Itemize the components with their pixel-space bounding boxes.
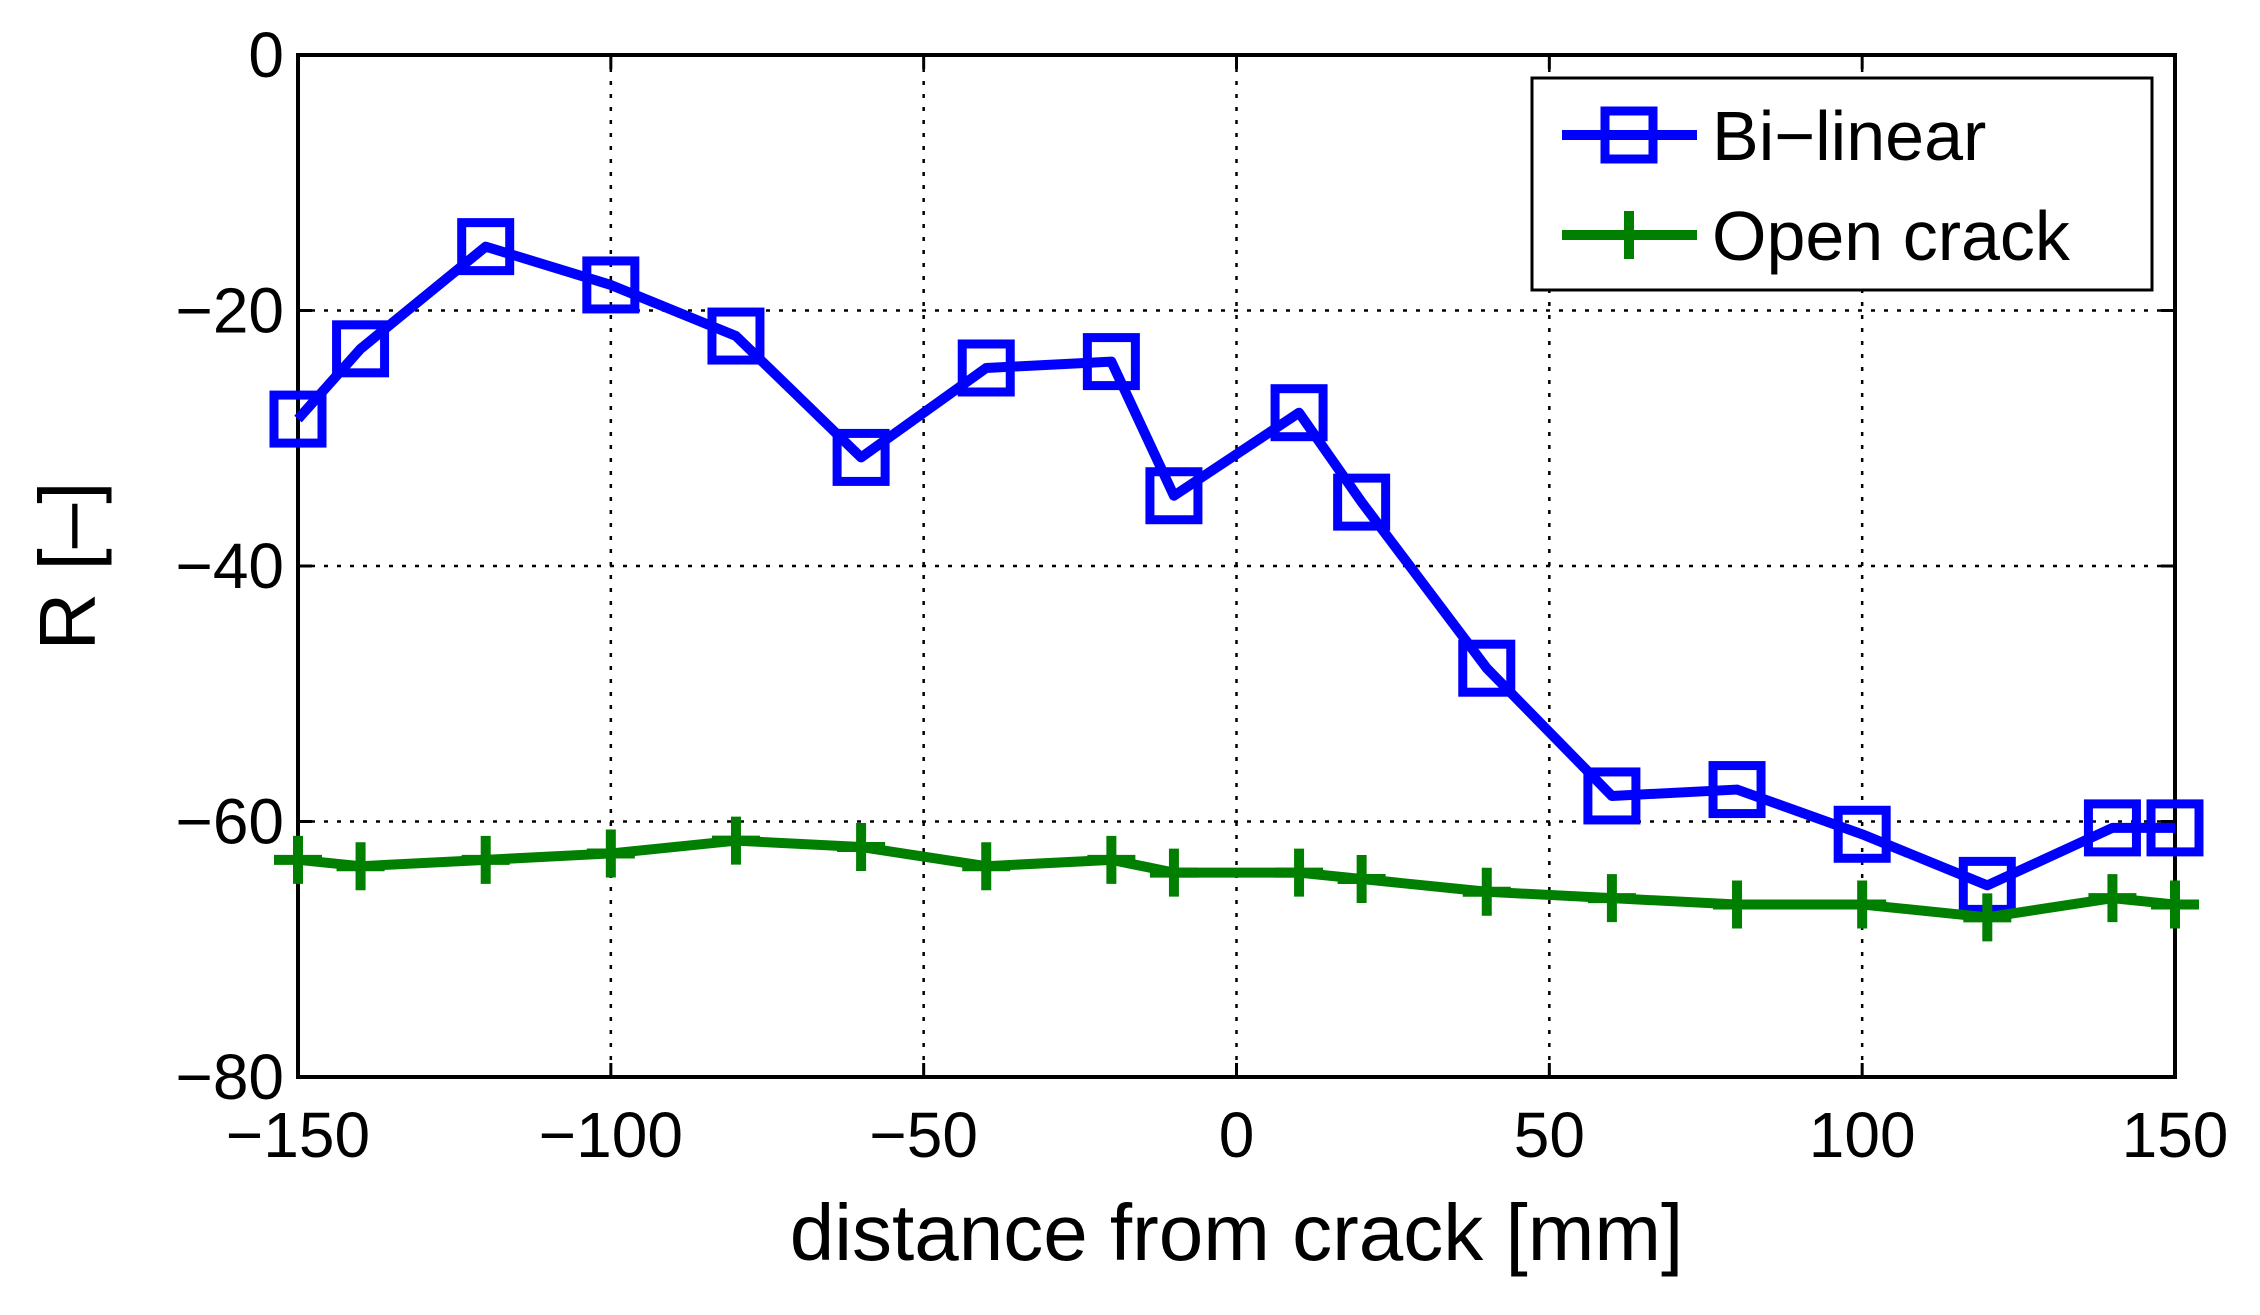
y-axis-label: R [–] (23, 482, 112, 651)
x-tick-label: 150 (2122, 1099, 2229, 1171)
data-point-bi-linear (1458, 639, 1516, 697)
series-bi-linear (269, 218, 2204, 914)
x-axis-label: distance from crack [mm] (790, 1188, 1684, 1277)
series-open-crack (274, 816, 2199, 942)
data-point-open-crack (1587, 874, 1636, 923)
data-point-bi-linear (1708, 761, 1766, 819)
data-point-open-crack (1963, 893, 2012, 942)
data-series (269, 218, 2204, 942)
x-tick-label: −50 (869, 1099, 978, 1171)
data-point-open-crack (274, 835, 322, 884)
axis-ticks: −150 −100 −50 0 50 100 150 −80 −60 −40 −20 0 (175, 19, 2228, 1171)
data-point-open-crack (1149, 848, 1198, 897)
data-point-open-crack (962, 842, 1011, 891)
data-point-bi-linear (1333, 473, 1391, 531)
data-point-open-crack (2151, 880, 2199, 929)
data-point-bi-linear (707, 307, 765, 365)
legend-label-bi-linear: Bi−linear (1712, 97, 1986, 175)
data-point-open-crack (1087, 835, 1136, 884)
data-point-open-crack (1462, 867, 1511, 916)
data-point-bi-linear (832, 428, 890, 486)
data-point-bi-linear (1583, 767, 1641, 825)
data-point-bi-linear (2083, 799, 2141, 857)
y-tick-label: −20 (175, 275, 284, 347)
data-point-open-crack (586, 829, 635, 878)
legend-entry-open-crack: Open crack (1562, 197, 2071, 275)
x-tick-label: −100 (539, 1099, 683, 1171)
data-point-bi-linear (457, 218, 515, 276)
data-point-bi-linear (1833, 805, 1891, 863)
data-point-open-crack (2088, 874, 2137, 923)
y-tick-label: −60 (175, 786, 284, 858)
data-point-bi-linear (332, 320, 390, 378)
data-point-open-crack (336, 842, 385, 891)
data-point-open-crack (1275, 848, 1324, 897)
data-point-bi-linear (269, 390, 327, 448)
y-tick-label: −80 (175, 1041, 284, 1113)
legend: Bi−linear Open crack (1530, 76, 2154, 292)
data-point-open-crack (1713, 880, 1762, 929)
data-point-bi-linear (957, 339, 1015, 397)
y-tick-label: −40 (175, 530, 284, 602)
data-point-bi-linear (2146, 799, 2204, 857)
data-point-open-crack (837, 823, 886, 872)
legend-entry-bi-linear: Bi−linear (1562, 97, 1986, 175)
data-point-bi-linear (1270, 384, 1328, 442)
legend-entries: Bi−linear Open crack (1562, 97, 2071, 275)
data-point-open-crack (1337, 854, 1386, 903)
x-tick-label: 0 (1219, 1099, 1255, 1171)
x-tick-label: 100 (1809, 1099, 1916, 1171)
data-point-bi-linear (582, 256, 640, 314)
data-point-open-crack (461, 835, 510, 884)
data-point-open-crack (711, 816, 760, 865)
x-tick-label: 50 (1514, 1099, 1585, 1171)
legend-label-open-crack: Open crack (1712, 197, 2071, 275)
legend-marker-bi-linear (1600, 106, 1658, 164)
data-point-bi-linear (1082, 333, 1140, 391)
data-point-open-crack (1838, 880, 1887, 929)
y-tick-label: 0 (248, 19, 284, 91)
x-tick-label: −150 (226, 1099, 370, 1171)
legend-marker-open-crack (1605, 211, 1653, 259)
data-point-bi-linear (1145, 467, 1203, 525)
